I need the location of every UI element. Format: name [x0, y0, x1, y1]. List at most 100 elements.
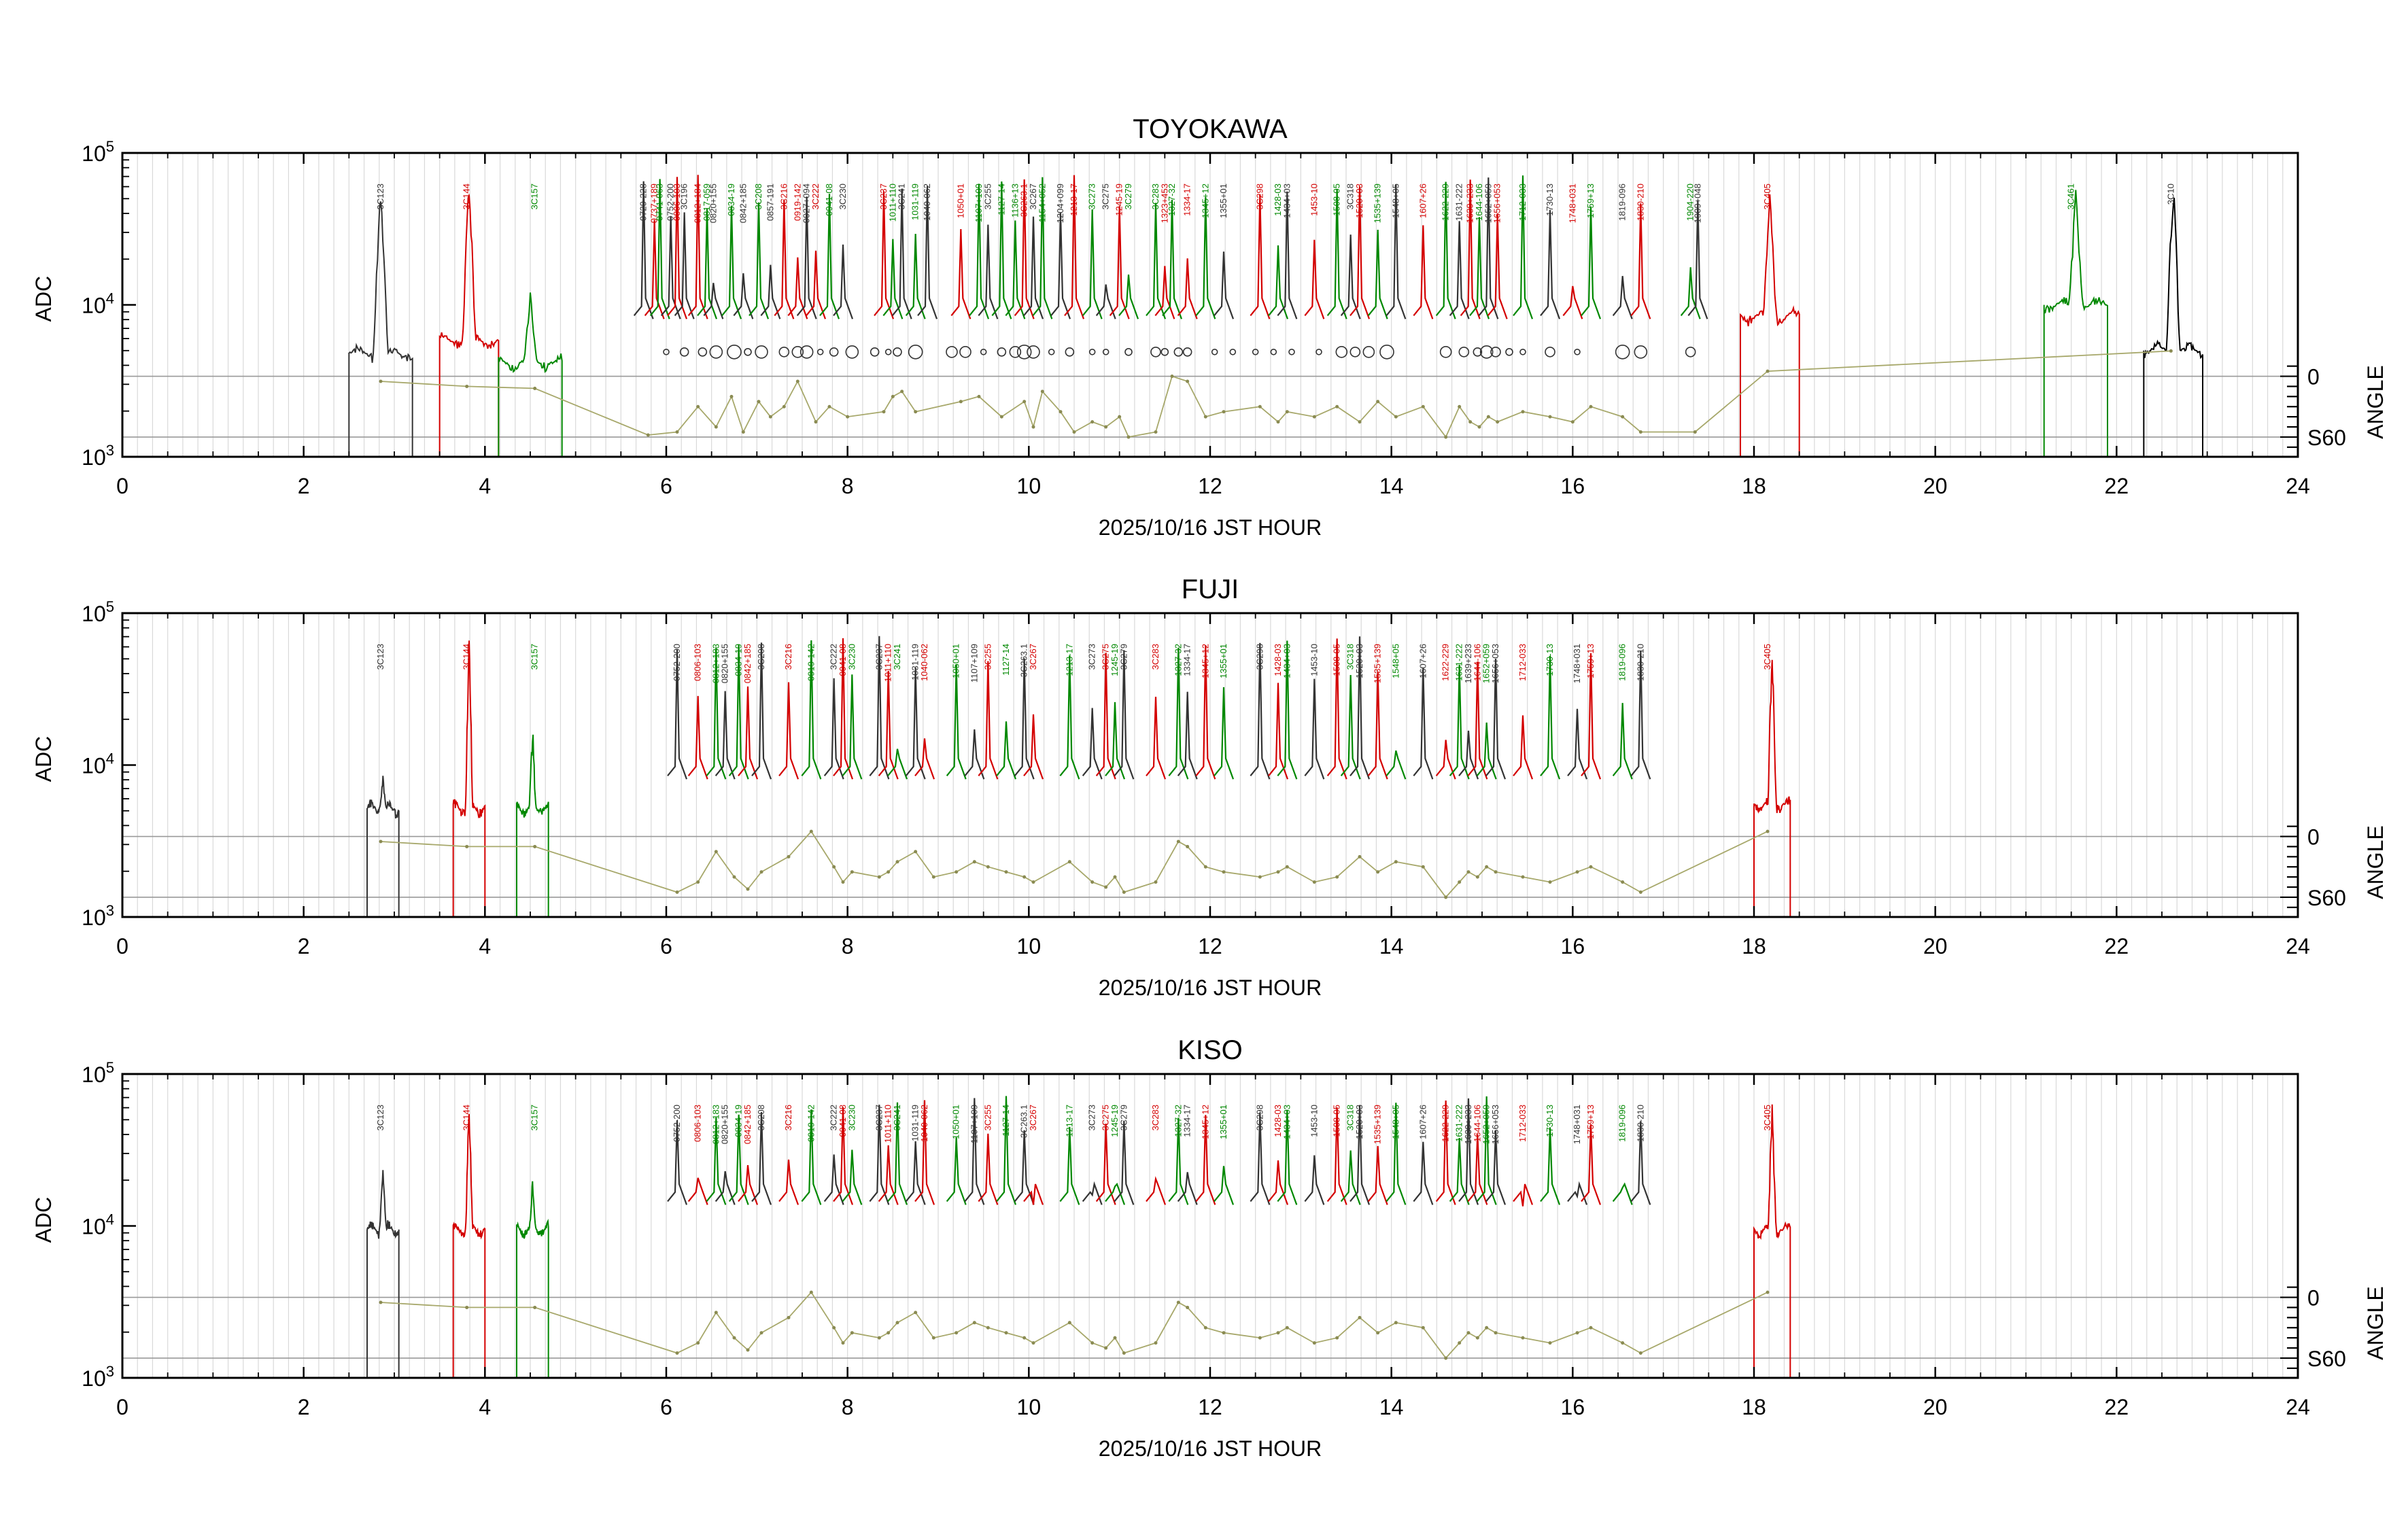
source-label: 3C298: [1254, 1105, 1265, 1130]
source-spike: [1487, 213, 1508, 319]
source-label: 1639+233: [1463, 644, 1473, 683]
source-spike: [833, 244, 854, 319]
angle-point: [757, 400, 761, 404]
source-label: 1748+031: [1567, 184, 1577, 223]
source-label: 0806-103: [672, 184, 682, 221]
angle-point: [877, 1336, 881, 1340]
angle-point: [877, 875, 881, 879]
angle-point: [1468, 420, 1473, 424]
angle-point: [1186, 1305, 1190, 1309]
angle-point: [1222, 410, 1226, 414]
angle-point: [675, 1351, 679, 1355]
source-label: 1730-13: [1545, 1105, 1555, 1137]
marker-circle: [1160, 347, 1169, 356]
source-spike: [1118, 274, 1139, 319]
angle-point: [1575, 1331, 1579, 1335]
angle-point: [782, 404, 786, 409]
source-spike: [1177, 1172, 1198, 1205]
source-spike: [978, 661, 999, 780]
source-spike: [1581, 206, 1602, 319]
source-spike: [1105, 702, 1126, 780]
angle-point: [1494, 1331, 1498, 1335]
source-label: 3C279: [1123, 184, 1133, 209]
angle-point: [972, 1321, 976, 1325]
source-spike: [1449, 1137, 1470, 1205]
marker-circle: [946, 345, 958, 358]
marker-circle: [870, 347, 880, 357]
source-spike: [1435, 1101, 1456, 1205]
source-label: 1548+05: [1390, 1105, 1400, 1139]
source-label: 1204+099: [1055, 184, 1065, 223]
source-label: 1434+03: [1282, 1105, 1292, 1139]
angle-point: [1621, 415, 1625, 419]
marker-circle: [1211, 348, 1218, 356]
source-spike: [1612, 703, 1633, 780]
scan-block-trace: [2043, 190, 2108, 457]
source-spike: [1268, 1160, 1289, 1205]
source-label: 1644-106: [1472, 1105, 1482, 1142]
source-spike: [778, 682, 799, 780]
source-label: 1759+13: [1585, 184, 1596, 218]
angle-point: [1589, 865, 1593, 869]
angle-point: [1621, 1341, 1625, 1345]
source-label: 3C123: [375, 184, 385, 209]
angle-point: [999, 415, 1003, 419]
x-tick-label: 6: [660, 934, 672, 958]
angle-tick-label: S60: [2307, 886, 2346, 910]
source-label: 3C157: [530, 1105, 540, 1130]
source-label: 3C216: [783, 1105, 793, 1130]
source-spike: [1250, 194, 1271, 319]
angle-point: [1104, 1346, 1108, 1350]
x-tick-label: 12: [1198, 934, 1222, 958]
source-spike: [1458, 1098, 1479, 1205]
source-spike: [1485, 658, 1507, 780]
x-tick-label: 22: [2105, 934, 2129, 958]
scan-block-trace: [1753, 659, 1791, 918]
marker-circle: [778, 346, 790, 358]
angle-point: [533, 386, 537, 390]
source-label: 1345+12: [1200, 644, 1210, 678]
source-spike: [1082, 209, 1103, 319]
source-label: 1759+13: [1585, 644, 1596, 678]
angle-point: [714, 850, 718, 854]
source-label: 0834-19: [726, 184, 736, 216]
source-label: 3C144: [462, 1105, 472, 1130]
source-label: 0737+189: [649, 184, 659, 223]
angle-point: [1067, 860, 1071, 864]
angle-point: [646, 433, 650, 437]
x-tick-label: 12: [1198, 474, 1222, 498]
source-spike: [1340, 1150, 1361, 1205]
source-label: 1327-32: [1173, 1105, 1183, 1137]
source-label: 1730-13: [1545, 644, 1555, 676]
source-label: 0812+184: [693, 184, 703, 223]
source-label: 3C230: [838, 184, 848, 209]
source-spike: [964, 1098, 985, 1205]
panel-title: FUJI: [1182, 574, 1239, 604]
source-label: 1011+110: [883, 644, 893, 682]
source-label: 3C241: [892, 1105, 902, 1130]
marker-circle: [679, 347, 689, 357]
angle-point: [746, 887, 750, 891]
source-label: 1334-17: [1182, 1105, 1192, 1137]
x-tick-label: 20: [1923, 1395, 1948, 1419]
source-label: 0741-063: [655, 184, 665, 221]
source-label: 1819-096: [1617, 644, 1628, 681]
angle-point: [1421, 404, 1425, 409]
source-label: 1345+12: [1200, 1105, 1210, 1139]
source-spike: [1478, 177, 1499, 319]
marker-circle: [980, 348, 987, 356]
angle-point: [1031, 880, 1035, 884]
angle-point: [465, 384, 469, 388]
source-label: 3C283: [1150, 644, 1160, 670]
angle-point: [675, 430, 679, 434]
angle-point: [850, 1331, 854, 1335]
source-spike: [1513, 715, 1534, 780]
source-spike: [978, 1133, 999, 1205]
source-spike: [1195, 645, 1216, 780]
angle-point: [1548, 880, 1552, 884]
angle-point: [1589, 1326, 1593, 1330]
marker-circle: [908, 344, 923, 360]
y-tick-label: 105: [82, 598, 114, 626]
angle-point: [1154, 1341, 1158, 1345]
angle-point: [1176, 1300, 1180, 1304]
